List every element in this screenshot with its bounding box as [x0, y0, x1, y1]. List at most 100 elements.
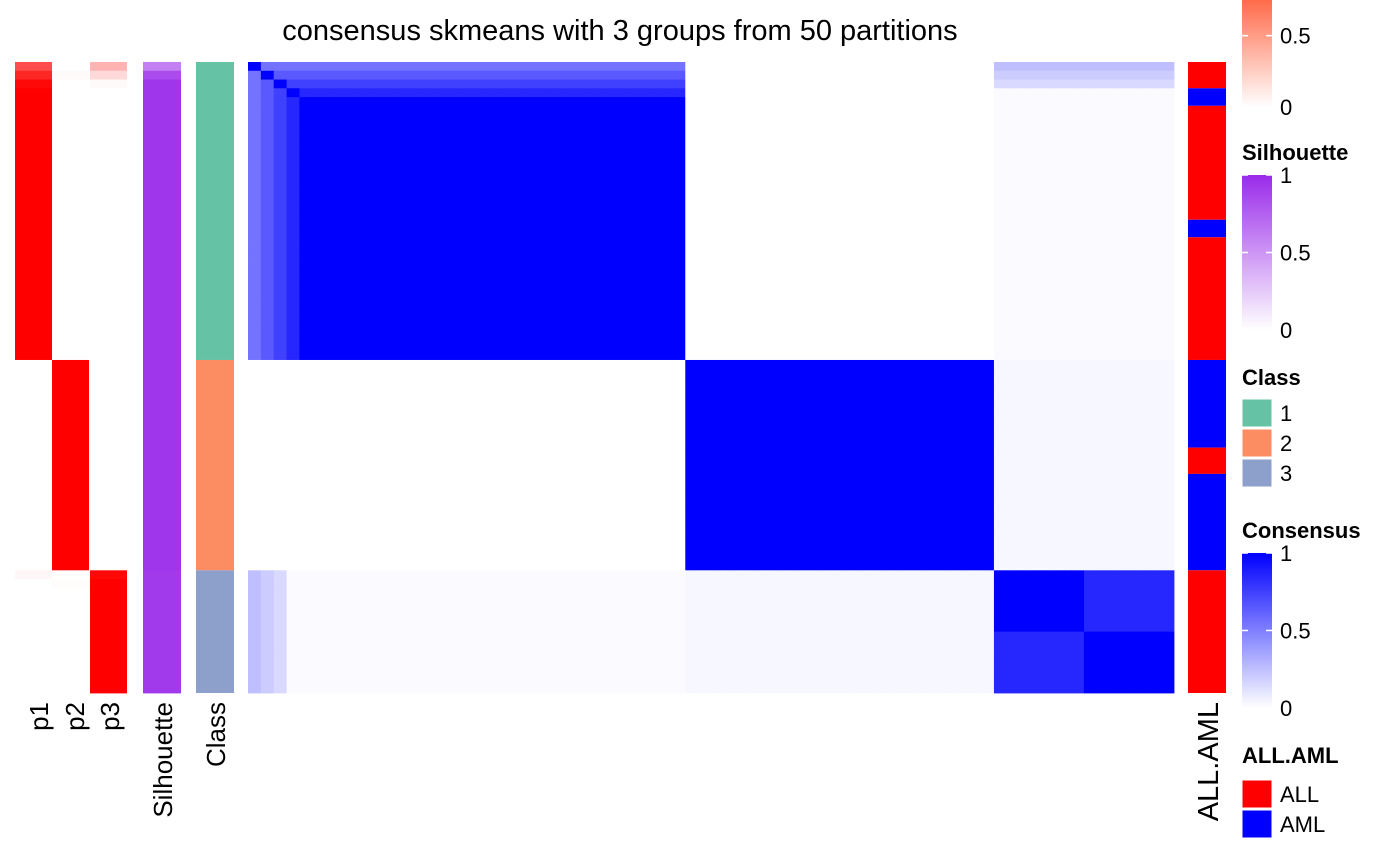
consensus-cell — [299, 62, 313, 72]
consensus-cell — [685, 622, 699, 633]
consensus-cell — [839, 421, 853, 431]
consensus-cell — [260, 281, 275, 291]
consensus-cell — [659, 62, 673, 72]
silhouette-cell — [143, 447, 181, 457]
consensus-cell — [672, 158, 686, 168]
consensus-cell — [685, 237, 699, 247]
consensus-cell — [646, 438, 660, 449]
silhouette-cell — [143, 368, 181, 378]
consensus-cell — [1096, 167, 1111, 177]
consensus-cell — [878, 184, 892, 194]
consensus-cell — [736, 281, 750, 291]
consensus-cell — [968, 351, 982, 361]
consensus-cell — [556, 517, 570, 527]
consensus-cell — [505, 631, 519, 641]
consensus-cell — [852, 307, 866, 317]
consensus-cell — [286, 281, 300, 291]
consensus-cell — [543, 289, 558, 300]
consensus-cell — [878, 395, 892, 405]
consensus-cell — [376, 412, 390, 422]
consensus-cell — [402, 614, 416, 624]
consensus-cell — [402, 465, 416, 475]
consensus-cell — [698, 517, 712, 527]
consensus-cell — [312, 377, 326, 387]
consensus-cell — [903, 158, 918, 168]
consensus-cell — [1006, 526, 1021, 536]
consensus-cell — [1071, 570, 1085, 580]
consensus-cell — [543, 456, 558, 466]
consensus-cell — [363, 377, 378, 387]
silhouette-cell — [143, 403, 181, 413]
consensus-cell — [865, 465, 879, 475]
consensus-cell — [479, 62, 493, 72]
consensus-cell — [865, 228, 879, 238]
consensus-cell — [723, 359, 738, 370]
consensus-cell — [389, 272, 403, 282]
consensus-cell — [839, 298, 853, 308]
p1-cell — [15, 79, 52, 89]
consensus-cell — [878, 193, 892, 203]
consensus-cell — [801, 579, 815, 589]
consensus-cell — [813, 219, 828, 229]
consensus-cell — [260, 254, 275, 264]
consensus-cell — [852, 158, 866, 168]
consensus-cell — [685, 351, 699, 361]
consensus-cell — [466, 97, 480, 107]
consensus-cell — [762, 614, 776, 624]
consensus-cell — [698, 430, 712, 440]
consensus-cell — [775, 342, 789, 352]
consensus-cell — [839, 237, 853, 247]
consensus-cell — [505, 79, 519, 89]
consensus-cell — [595, 351, 609, 361]
consensus-cell — [518, 526, 532, 536]
consensus-cell — [1019, 465, 1033, 475]
consensus-cell — [878, 62, 892, 72]
consensus-cell — [1071, 62, 1085, 72]
consensus-cell — [466, 517, 480, 527]
consensus-cell — [942, 614, 956, 624]
consensus-cell — [698, 579, 712, 589]
consensus-cell — [942, 246, 956, 256]
consensus-cell — [659, 324, 673, 335]
consensus-cell — [852, 324, 866, 335]
consensus-cell — [389, 62, 403, 72]
consensus-cell — [415, 158, 429, 168]
consensus-cell — [312, 403, 326, 413]
consensus-cell — [788, 281, 802, 291]
consensus-cell — [582, 70, 596, 80]
consensus-cell — [1135, 491, 1149, 501]
consensus-cell — [1045, 351, 1059, 361]
consensus-cell — [813, 473, 828, 484]
silhouette-cell — [143, 482, 181, 492]
consensus-cell — [530, 167, 545, 177]
consensus-cell — [556, 140, 570, 151]
consensus-cell — [479, 88, 493, 98]
consensus-cell — [1032, 289, 1046, 300]
consensus-cell — [749, 447, 763, 457]
silhouette-cell — [143, 342, 181, 352]
consensus-cell — [428, 324, 442, 335]
consensus-cell — [286, 561, 300, 571]
consensus-cell — [775, 359, 789, 370]
consensus-cell — [942, 219, 956, 229]
consensus-cell — [685, 333, 699, 343]
consensus-cell — [466, 421, 480, 431]
consensus-cell — [1161, 114, 1175, 124]
consensus-cell — [1019, 97, 1033, 107]
consensus-cell — [595, 97, 609, 107]
consensus-cell — [299, 421, 313, 431]
consensus-cell — [711, 272, 725, 282]
consensus-cell — [363, 544, 378, 554]
consensus-cell — [1148, 316, 1162, 326]
consensus-cell — [646, 97, 660, 107]
consensus-cell — [479, 281, 493, 291]
consensus-cell — [711, 316, 725, 326]
consensus-cell — [530, 289, 545, 300]
consensus-cell — [556, 97, 570, 107]
consensus-cell — [299, 210, 313, 221]
consensus-cell — [248, 368, 262, 378]
consensus-cell — [1135, 263, 1149, 273]
consensus-cell — [813, 175, 828, 186]
consensus-cell — [402, 482, 416, 492]
consensus-cell — [762, 500, 776, 510]
